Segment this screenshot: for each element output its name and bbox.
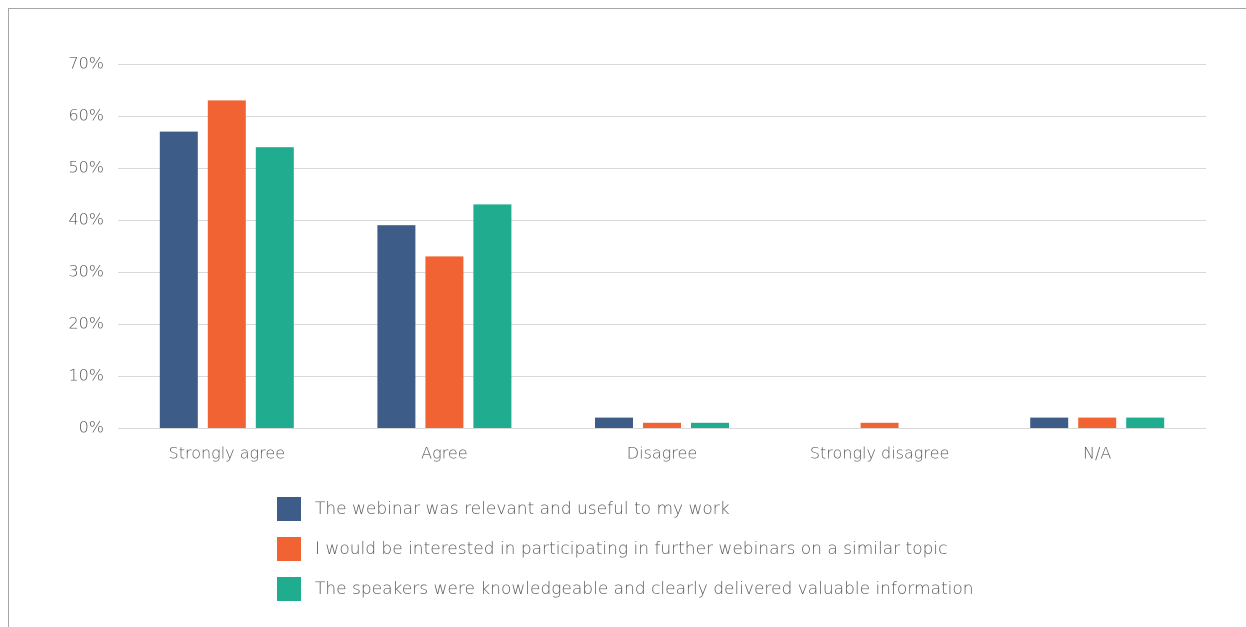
x-tick-label: Agree (421, 444, 467, 463)
x-tick-label: Strongly disagree (810, 444, 949, 463)
x-tick-label: Disagree (627, 444, 697, 463)
bar (473, 204, 512, 428)
x-tick-label: Strongly agree (169, 444, 286, 463)
bar (691, 422, 729, 428)
y-tick-label: 70% (68, 54, 104, 73)
y-tick-label: 50% (68, 158, 104, 177)
bar (425, 256, 464, 428)
legend-swatch (277, 497, 301, 521)
x-tick-label: N/A (1083, 444, 1111, 463)
bar (159, 131, 198, 428)
y-tick-label: 30% (68, 262, 104, 281)
bar (1078, 417, 1117, 428)
legend-swatch (277, 577, 301, 601)
bar (255, 147, 294, 428)
y-tick-label: 20% (68, 314, 104, 333)
y-tick-label: 10% (68, 366, 104, 385)
legend-label: The speakers were knowledgeable and clea… (315, 579, 974, 599)
y-tick-label: 0% (79, 418, 104, 437)
y-tick-label: 40% (68, 210, 104, 229)
bar (643, 422, 681, 428)
legend-swatch (277, 537, 301, 561)
bar (860, 422, 899, 428)
frame (8, 8, 1246, 627)
bar (1030, 417, 1069, 428)
bar (595, 417, 633, 428)
bar (207, 100, 246, 429)
bar (1126, 417, 1165, 428)
y-tick-label: 60% (68, 106, 104, 125)
legend-label: I would be interested in participating i… (315, 539, 947, 559)
legend-label: The webinar was relevant and useful to m… (315, 499, 730, 519)
bar (377, 225, 416, 428)
